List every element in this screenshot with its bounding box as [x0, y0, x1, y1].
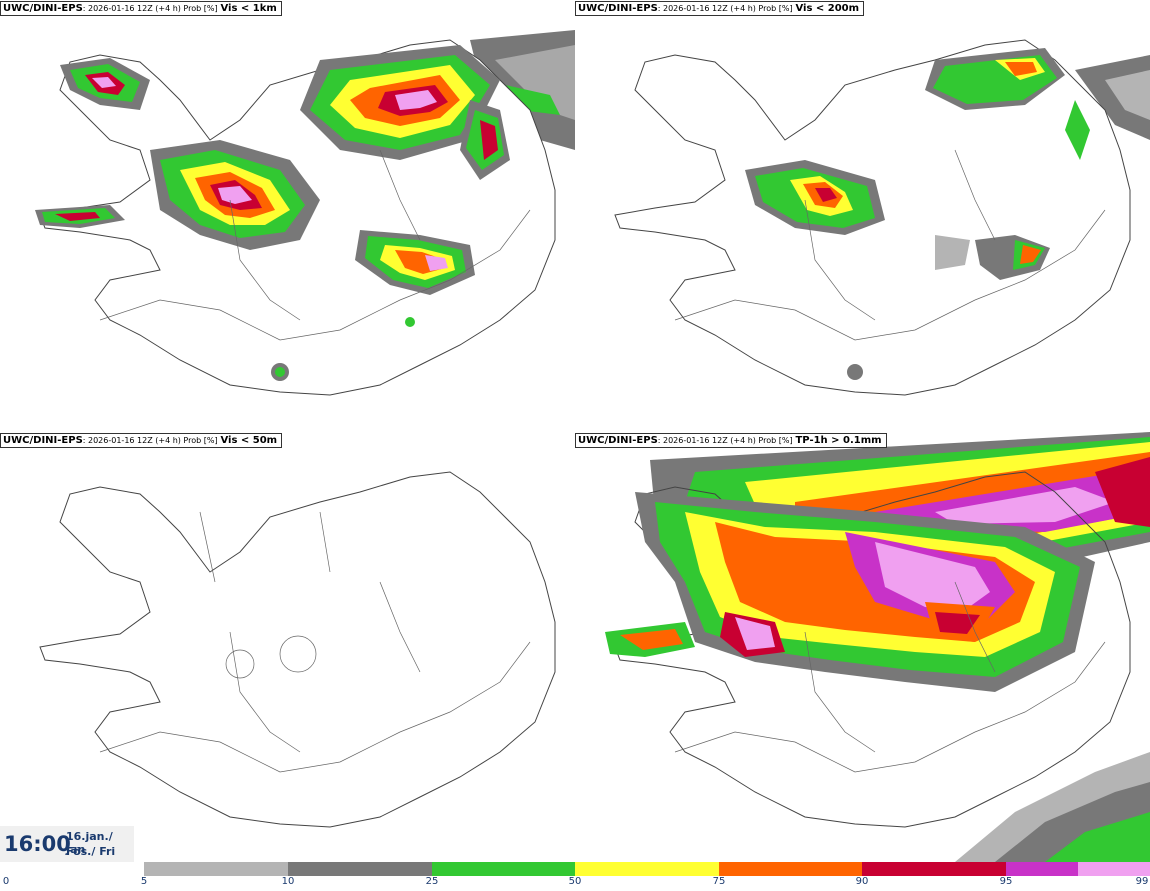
legend-swatch-50-75	[575, 862, 719, 876]
valid-date: 16.jan./ Jan	[66, 830, 113, 856]
panel-title: UWC/DINI-EPS: 2026-01-16 12Z (+4 h) Prob…	[0, 433, 283, 448]
legend-tick-label: 75	[712, 876, 726, 887]
map-vis-1km	[35, 30, 575, 396]
prob-area	[495, 45, 575, 120]
legend-swatch-10-25	[288, 862, 432, 876]
road-lines	[199, 511, 421, 753]
legend-swatch-25-50	[432, 862, 575, 876]
legend-tick-label: 10	[281, 876, 295, 887]
panel-title: UWC/DINI-EPS: 2026-01-16 12Z (+4 h) Prob…	[575, 433, 887, 448]
panel-title: UWC/DINI-EPS: 2026-01-16 12Z (+4 h) Prob…	[0, 1, 282, 16]
prob-area	[1045, 812, 1150, 862]
map-vis-50m	[39, 471, 556, 828]
map-panel-tp-1h: UWC/DINI-EPS: 2026-01-16 12Z (+4 h) Prob…	[575, 432, 1150, 862]
valid-weekday: Fös./ Fri	[66, 845, 116, 858]
glacier-outline	[225, 649, 255, 679]
panel-title: UWC/DINI-EPS: 2026-01-16 12Z (+4 h) Prob…	[575, 1, 865, 16]
legend-tick-label: 95	[999, 876, 1013, 887]
legend-tick-label: 90	[855, 876, 869, 887]
legend-swatch-90-95	[862, 862, 1006, 876]
road-lines	[99, 641, 531, 773]
road-lines	[674, 209, 1106, 341]
road-lines	[674, 641, 1106, 773]
map-panel-vis-1km: UWC/DINI-EPS: 2026-01-16 12Z (+4 h) Prob…	[0, 0, 575, 430]
color-legend: 0 5 10 25 50 75 90 95 99	[0, 862, 1150, 891]
prob-area	[1105, 70, 1150, 120]
legend-tick-label: 50	[568, 876, 582, 887]
legend-swatch-95-99	[1006, 862, 1078, 876]
valid-time: 16:00	[4, 832, 71, 856]
iceland-outline	[39, 471, 556, 828]
valid-time-box: 16:00 16.jan./ Jan Fös./ Fri	[0, 826, 134, 862]
prob-area	[935, 487, 1115, 524]
legend-swatch-99-100	[1078, 862, 1150, 876]
legend-swatch-5-10	[144, 862, 288, 876]
probability-field	[35, 45, 510, 381]
map-vis-200m	[614, 39, 1150, 396]
map-tp-1h	[605, 432, 1150, 862]
legend-tick-label: 5	[140, 876, 148, 887]
road-lines	[99, 209, 531, 341]
prob-area	[1095, 457, 1150, 527]
map-panel-vis-200m: UWC/DINI-EPS: 2026-01-16 12Z (+4 h) Prob…	[575, 0, 1150, 430]
map-panel-vis-50m: UWC/DINI-EPS: 2026-01-16 12Z (+4 h) Prob…	[0, 432, 575, 862]
road-lines	[804, 581, 996, 753]
iceland-outline	[614, 471, 1131, 828]
glacier-outline	[279, 635, 317, 673]
road-lines	[804, 149, 996, 321]
probability-field	[745, 48, 1090, 380]
legend-swatch-75-90	[719, 862, 862, 876]
probability-field	[605, 492, 1095, 692]
legend-tick-label: 25	[425, 876, 439, 887]
legend-tick-label: 99	[1135, 876, 1149, 887]
road-lines	[229, 149, 421, 321]
legend-tick-label: 0	[2, 876, 10, 887]
